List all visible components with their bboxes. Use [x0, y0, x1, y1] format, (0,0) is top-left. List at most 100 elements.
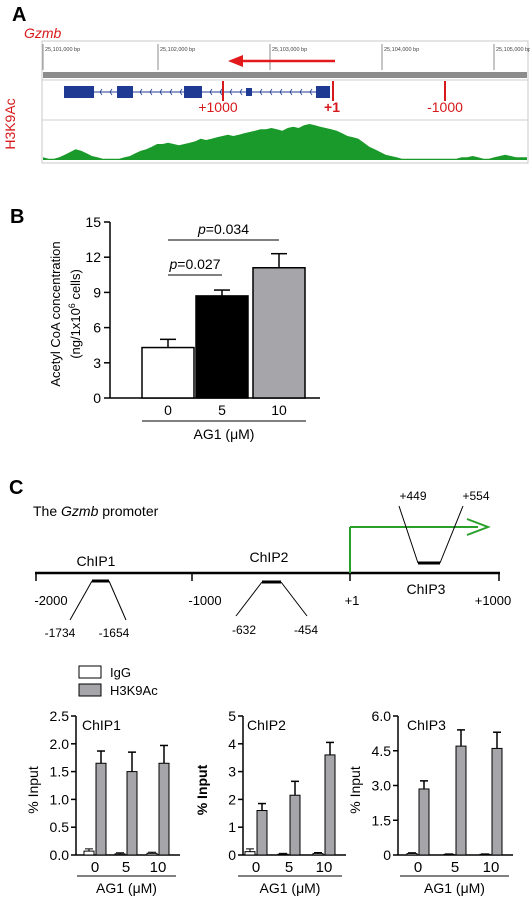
- y-tick-label: 2.0: [50, 736, 70, 752]
- intron-chevron-icon: [239, 88, 243, 96]
- x-tick-label: 5: [285, 859, 293, 876]
- amplicon-position: -632: [232, 623, 256, 637]
- y-tick-label: 6: [93, 320, 101, 336]
- amplicon-line: [398, 505, 419, 564]
- intron-chevron-icon: [219, 88, 223, 96]
- y-tick-label: 4: [228, 736, 236, 752]
- ruler-tick-label: 25,105,000 bp: [496, 47, 530, 53]
- promoter-label: The Gzmb promoter: [33, 503, 159, 519]
- p-symbol: p: [168, 256, 177, 272]
- bar-igg: [114, 853, 126, 856]
- amplicon-position: +554: [462, 489, 489, 503]
- y-tick-label: 5: [228, 708, 236, 724]
- intron-chevron-icon: [149, 88, 153, 96]
- chip-chart-title: ChIP2: [247, 717, 286, 733]
- marker-label: -1000: [427, 99, 463, 115]
- bar-igg: [83, 850, 95, 856]
- arrow-head-icon: [228, 55, 243, 67]
- tss-arrow-head-icon: [466, 518, 491, 536]
- marker-label: +1: [324, 99, 340, 115]
- amplicon-label: ChIP3: [407, 581, 446, 597]
- y-axis-label: % Input: [347, 766, 363, 814]
- significance-label: p=0.034: [197, 221, 249, 237]
- intron-chevron-icon: [209, 88, 213, 96]
- y-tick-label: 2: [228, 791, 236, 807]
- chip-chart-title: ChIP3: [407, 717, 446, 733]
- p-symbol: p: [197, 221, 206, 237]
- bar-h3k9ac: [95, 762, 107, 856]
- x-tick-label: 0: [164, 402, 172, 418]
- x-tick-label: 0: [414, 859, 422, 876]
- significance-label: p=0.027: [168, 256, 220, 272]
- exon: [316, 86, 330, 98]
- panel-a: A Gzmb 25,101,000 bp 25,102,000 bp 25,103,…: [2, 4, 530, 164]
- x-tick-label: 0: [252, 859, 260, 876]
- x-tick-label: 5: [218, 402, 226, 418]
- y-tick-label: 1.5: [50, 764, 70, 780]
- ruler-tick-label: 25,102,000 bp: [160, 47, 195, 53]
- x-tick-label: 5: [122, 859, 130, 876]
- amplicon-line: [108, 580, 127, 621]
- map-tick-label: +1000: [475, 593, 512, 608]
- amplicon-position: -1654: [99, 626, 130, 640]
- legend-label: IgG: [110, 665, 131, 680]
- y-tick-label: 0.0: [50, 847, 70, 863]
- intron-chevron-icon: [139, 88, 143, 96]
- amplicon-label: ChIP2: [250, 549, 289, 565]
- panel-c: C The Gzmb promoter -2000 -1000 +1 +1000…: [9, 477, 513, 896]
- y-axis-label-units: (ng/1x106 cells): [67, 269, 83, 359]
- x-tick-label: 5: [451, 859, 459, 876]
- bar-igg: [244, 851, 256, 856]
- intron-chevron-icon: [259, 88, 263, 96]
- y-tick-label: 0.5: [50, 819, 70, 835]
- intron-chevron-icon: [159, 88, 163, 96]
- bar-igg: [479, 853, 491, 856]
- bar-h3k9ac: [289, 794, 301, 856]
- exon: [64, 86, 94, 98]
- map-tick-label: +1: [345, 593, 360, 608]
- map-tick-label: -1000: [188, 593, 221, 608]
- amplicon-line: [280, 581, 308, 617]
- legend-label: H3K9Ac: [110, 683, 158, 698]
- intron-chevron-icon: [229, 88, 233, 96]
- amplicon-position: -454: [294, 623, 318, 637]
- amplicon-label: ChIP1: [77, 553, 116, 569]
- x-axis-label: AG1 (μM): [424, 880, 485, 896]
- exon: [184, 86, 202, 98]
- bar: [141, 346, 195, 399]
- ruler-tick-label: 25,103,000 bp: [272, 47, 307, 53]
- intron-chevron-icon: [289, 88, 293, 96]
- exon: [246, 88, 252, 96]
- amplicon-position: -1734: [45, 626, 76, 640]
- y-tick-label: 12: [85, 249, 101, 265]
- chip1-chart: 0.0 0.5 1.0 1.5 2.0 2.5 ChIP1 % Input 0 5 10 AG1 (μ…: [25, 708, 180, 896]
- x-axis-label: AG1 (μM): [260, 880, 321, 896]
- y-tick-label: 0: [383, 847, 391, 863]
- panel-a-letter: A: [12, 4, 26, 26]
- intron-chevron-icon: [299, 88, 303, 96]
- intron-chevron-icon: [109, 88, 113, 96]
- y-tick-label: 3.0: [372, 778, 392, 794]
- y-tick-label: 4.5: [372, 743, 392, 759]
- chip2-chart: 0 1 2 3 4 5 ChIP2 % Input 0 5 10 AG1 (μM): [194, 708, 346, 896]
- chip3-chart: 0 1.5 3.0 4.5 6.0 ChIP3 % Input 0 5 10 AG1 (μM): [347, 708, 513, 896]
- intron-chevron-icon: [99, 88, 103, 96]
- chromosome-bar: [43, 72, 527, 78]
- intron-chevron-icon: [269, 88, 273, 96]
- y-tick-label: 15: [85, 214, 101, 230]
- bar-h3k9ac: [455, 745, 467, 856]
- y-tick-label: 3: [228, 764, 236, 780]
- p-value: =0.027: [177, 256, 220, 272]
- amplicon-line: [69, 580, 93, 621]
- y-tick-label: 9: [93, 284, 101, 300]
- ruler-tick-label: 25,104,000 bp: [384, 47, 419, 53]
- bar-h3k9ac: [126, 771, 138, 856]
- track-label: H3K9Ac: [2, 98, 18, 149]
- intron-chevron-icon: [309, 88, 313, 96]
- bar-igg: [312, 853, 324, 856]
- amplicon-line: [235, 581, 263, 617]
- y-axis-label: % Input: [25, 766, 41, 814]
- x-tick-label: 10: [316, 859, 333, 876]
